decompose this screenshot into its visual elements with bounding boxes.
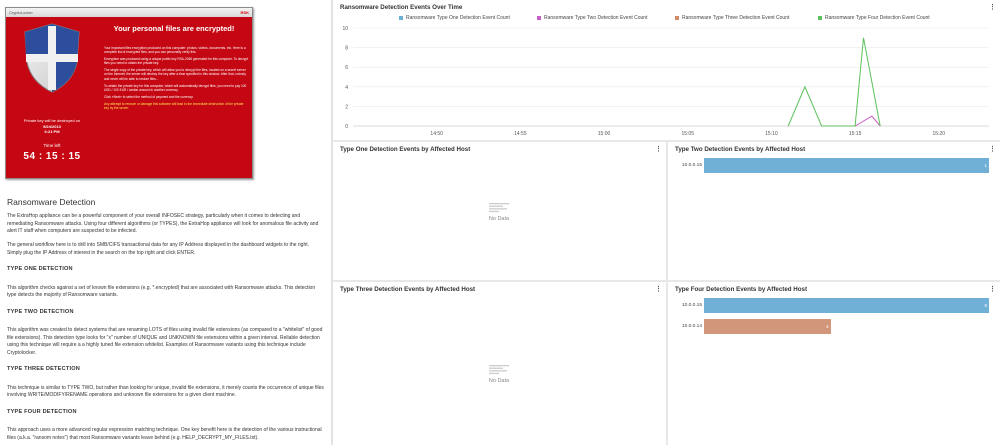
x-tick-label: 15:20 [933, 131, 946, 137]
x-tick-label: 14:55 [514, 131, 527, 137]
ransom-paragraph: The single copy of the private key, whic… [104, 68, 246, 81]
ransom-paragraph: Your important files encryption produced… [104, 46, 246, 55]
widget-menu-icon[interactable]: ⋮ [655, 146, 662, 153]
ransom-window-title: CryptoLocker [9, 10, 33, 15]
row-separator [333, 280, 1000, 282]
bar-host-label: 10.0.0.15 [681, 163, 702, 168]
legend-swatch [675, 16, 679, 20]
events-over-time-widget: Ransomware Detection Events Over Time ⋮ … [333, 0, 1000, 140]
series-line-2 [854, 115, 881, 127]
y-tick-label: 8 [345, 46, 348, 52]
legend-swatch [818, 16, 822, 20]
ransom-paragraph: To obtain the private key for this compu… [104, 83, 247, 92]
widget-menu-icon[interactable]: ⋮ [989, 286, 996, 293]
bar[interactable]: 1 [704, 158, 989, 173]
legend-swatch [537, 16, 541, 20]
x-tick-label: 15:15 [849, 131, 862, 137]
type-two-description: This algorithm was created to detect sys… [7, 327, 323, 356]
deadline-date: 9/24/2013 [43, 123, 61, 129]
x-tick-label: 14:50 [430, 131, 443, 137]
bar-host-label: 10.0.0.15 [681, 303, 702, 308]
ransom-paragraph: Click «Next» to select the method of pay… [104, 94, 194, 99]
type-four-heading: TYPE FOUR DETECTION [7, 408, 77, 415]
legend-item-type-four[interactable]: Ransomware Type Four Detection Event Cou… [818, 15, 958, 21]
bar[interactable]: 9 [704, 298, 989, 313]
bar-value-label: 1 [984, 163, 987, 168]
legend-swatch [399, 16, 403, 20]
y-tick-label: 6 [345, 65, 348, 71]
type-one-description: This algorithm checks against a set of k… [7, 284, 316, 299]
ransom-note-image: CryptoLocker RSK Private key will be des… [5, 7, 253, 179]
column-separator [666, 142, 668, 445]
no-data-text: No Data [488, 378, 510, 384]
y-tick-label: 0 [345, 124, 348, 130]
y-tick-label: 10 [342, 26, 348, 32]
type-three-title: Type Three Detection Events by Affected … [340, 286, 476, 293]
ransom-window-close-icon: RSK [240, 10, 249, 15]
type-one-title: Type One Detection Events by Affected Ho… [340, 146, 471, 153]
countdown-timer: 54 : 15 : 15 [23, 151, 81, 162]
intro-paragraph: The general workflow here is to drill in… [7, 242, 310, 256]
ransom-window-titlebar: CryptoLocker RSK [6, 8, 252, 17]
type-four-widget: Type Four Detection Events by Affected H… [668, 282, 1000, 445]
bar-row[interactable]: 10.0.0.15 9 [672, 298, 997, 313]
series-line-4 [787, 37, 881, 127]
ransom-left-pane: Private key will be destroyed on 9/24/20… [9, 20, 95, 175]
deadline-time: 6:21 PM [44, 129, 60, 134]
no-data-icon [489, 203, 509, 213]
type-two-heading: TYPE TWO DETECTION [7, 308, 74, 315]
legend-item-type-three[interactable]: Ransomware Type Three Detection Event Co… [675, 15, 818, 21]
deadline-text: Private key will be destroyed on 9/24/20… [9, 118, 95, 135]
chart-legend: Ransomware Type One Detection Event Coun… [399, 15, 999, 21]
legend-label: Ransomware Type One Detection Event Coun… [406, 15, 510, 21]
bar-host-label: 10.0.0.14 [681, 324, 702, 329]
widget-menu-icon[interactable]: ⋮ [989, 4, 996, 11]
legend-item-type-one[interactable]: Ransomware Type One Detection Event Coun… [399, 15, 537, 21]
events-over-time-title: Ransomware Detection Events Over Time [340, 4, 463, 11]
description-panel: CryptoLocker RSK Private key will be des… [0, 0, 331, 445]
deadline-label: Private key will be destroyed on [23, 118, 81, 123]
type-one-heading: TYPE ONE DETECTION [7, 266, 73, 272]
type-one-widget: Type One Detection Events by Affected Ho… [333, 142, 666, 280]
type-three-heading: TYPE THREE DETECTION [7, 366, 80, 372]
ransom-warning: Any attempt to remove or damage this sof… [104, 101, 244, 111]
type-three-widget: Type Three Detection Events by Affected … [333, 282, 666, 445]
type-four-description: This approach uses a more advanced regul… [7, 427, 322, 441]
widget-menu-icon[interactable]: ⋮ [989, 146, 996, 153]
widget-menu-icon[interactable]: ⋮ [655, 286, 662, 293]
bar-value-label: 4 [826, 324, 829, 329]
no-data-placeholder: No Data [469, 202, 529, 222]
row-separator [333, 140, 1000, 142]
bar-value-label: 9 [984, 303, 987, 308]
description-body: The ExtraHop appliance can be a powerful… [7, 213, 325, 445]
type-four-title: Type Four Detection Events by Affected H… [675, 286, 808, 293]
bar-row[interactable]: 10.0.0.14 4 [672, 319, 997, 334]
ransom-body-text: Your important files encryption produced… [104, 46, 249, 113]
y-tick-label: 2 [345, 104, 348, 110]
ransom-paragraph: Encryption was produced using a unique p… [104, 57, 249, 66]
type-two-widget: Type Two Detection Events by Affected Ho… [668, 142, 1000, 280]
legend-label: Ransomware Type Three Detection Event Co… [682, 15, 790, 21]
y-tick-label: 4 [345, 85, 348, 91]
time-left-label: Time left [43, 143, 61, 148]
x-tick-label: 15:05 [681, 131, 694, 137]
x-tick-label: 15:10 [765, 131, 778, 137]
ransom-headline: Your personal files are encrypted! [113, 23, 235, 33]
no-data-icon [489, 365, 509, 375]
type-three-description: This technique is similar to TYPE TWO, b… [7, 384, 324, 399]
legend-label: Ransomware Type Four Detection Event Cou… [825, 15, 930, 21]
no-data-text: No Data [488, 216, 510, 222]
column-divider [331, 0, 333, 445]
x-tick-label: 15:00 [598, 131, 611, 137]
bar-row[interactable]: 10.0.0.15 1 [672, 158, 997, 173]
intro-paragraph: The ExtraHop appliance can be a powerful… [7, 213, 319, 234]
events-line-chart: 0 2 4 6 8 10 14:50 14:55 15:00 15:05 15:10 15:15 15:… [342, 26, 989, 137]
no-data-placeholder: No Data [469, 364, 529, 384]
page-title: Ransomware Detection [7, 197, 96, 207]
shield-icon [24, 23, 80, 93]
legend-item-type-two[interactable]: Ransomware Type Two Detection Event Coun… [537, 15, 675, 21]
legend-label: Ransomware Type Two Detection Event Coun… [544, 15, 648, 21]
bar[interactable]: 4 [704, 319, 831, 334]
type-two-title: Type Two Detection Events by Affected Ho… [675, 146, 806, 153]
